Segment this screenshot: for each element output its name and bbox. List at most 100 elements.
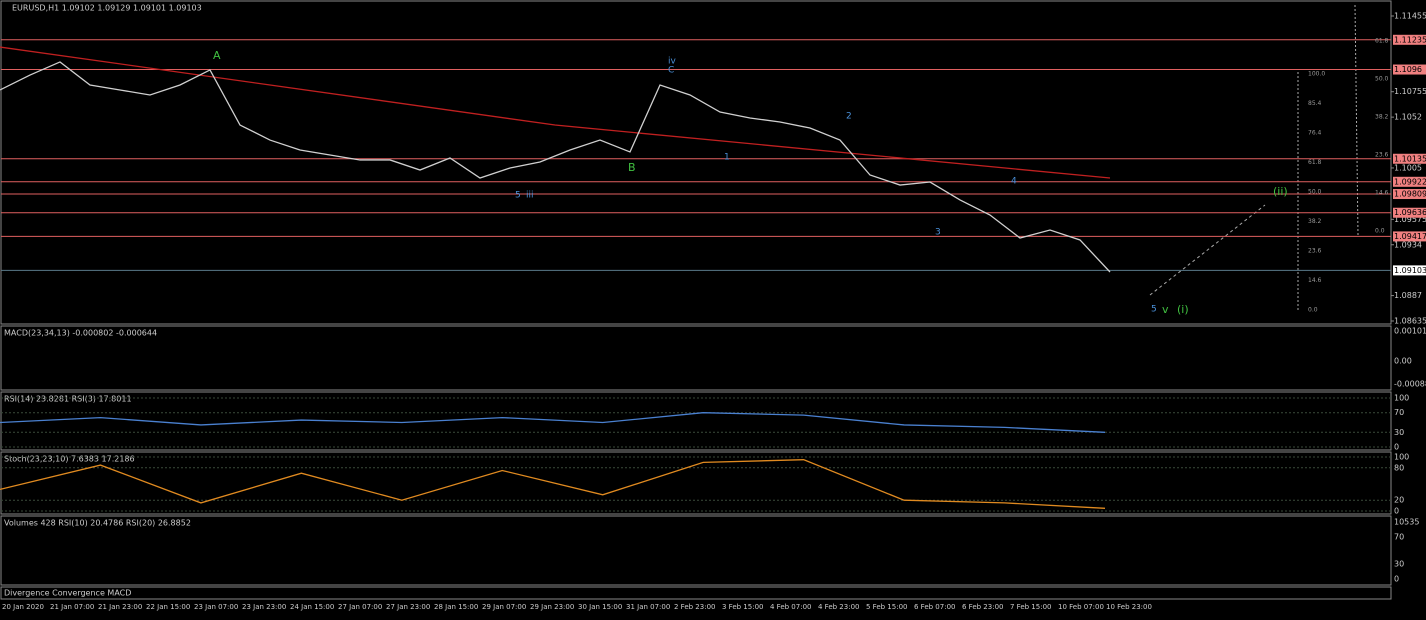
y-tick-label: 1.09575	[1394, 215, 1426, 224]
y-tick-label: 20	[1394, 496, 1404, 505]
rsi-line	[0, 412, 1106, 433]
wave-label: v	[1162, 303, 1169, 316]
x-tick-label: 21 Jan 23:00	[98, 603, 142, 611]
y-tick-label: 1.1052	[1394, 113, 1422, 122]
fib-label: 61.8	[1375, 38, 1389, 45]
volumes-title: Volumes 428 RSI(10) 20.4786 RSI(20) 26.8…	[4, 519, 191, 528]
last-price-label: 1.09103	[1394, 266, 1426, 275]
x-tick-label: 2 Feb 23:00	[674, 603, 715, 611]
level-box	[1393, 231, 1426, 242]
stoch-title: Stoch(23,23,10) 7.6383 17.2186	[4, 455, 135, 464]
vol-axis: 70	[1394, 533, 1404, 542]
x-tick-label: 10 Feb 23:00	[1106, 603, 1152, 611]
stoch-frame	[0, 451, 1392, 515]
x-tick-label: 20 Jan 2020	[2, 603, 44, 611]
y-tick-label: 80	[1394, 463, 1404, 472]
wave-label: 2	[846, 112, 852, 122]
y-tick-label: 1.1005	[1394, 163, 1422, 172]
wave-label: iv	[668, 57, 677, 67]
y-tick-label: 100	[1394, 394, 1409, 403]
macd-axis: 0.00101	[1394, 327, 1426, 336]
divergence-title: Divergence Convergence MACD	[4, 589, 131, 598]
wave-label: 5	[515, 191, 521, 201]
price-line	[0, 61, 1111, 273]
x-tick-label: 31 Jan 07:00	[626, 603, 670, 611]
moving-average	[0, 46, 1111, 179]
vol-axis: 30	[1394, 560, 1404, 569]
y-tick-label: 70	[1394, 408, 1404, 417]
fib-label: 76.4	[1308, 130, 1322, 137]
y-tick-label: 30	[1394, 428, 1404, 437]
divergence-frame	[0, 586, 1392, 600]
y-tick-label: 1.0887	[1394, 291, 1422, 300]
x-tick-label: 29 Jan 23:00	[530, 603, 574, 611]
wave-label: C	[668, 66, 674, 76]
volumes-frame	[0, 515, 1392, 586]
level-box	[1393, 176, 1426, 187]
wave-label: iii	[526, 191, 534, 201]
x-tick-label: 27 Jan 23:00	[386, 603, 430, 611]
wave-label: (i)	[1177, 303, 1189, 316]
last-price-box	[1393, 265, 1426, 276]
wave-label: 4	[1011, 177, 1017, 187]
fib-label: 23.6	[1375, 152, 1389, 159]
x-tick-label: 4 Feb 23:00	[818, 603, 859, 611]
rsi-frame	[0, 391, 1392, 451]
fib-label: 0.0	[1308, 307, 1318, 314]
vol-axis: 0	[1394, 575, 1399, 584]
fib-label: 38.2	[1375, 114, 1389, 121]
x-tick-label: 7 Feb 15:00	[1010, 603, 1051, 611]
x-tick-label: 10 Feb 07:00	[1058, 603, 1104, 611]
macd-axis: 0.00	[1394, 357, 1412, 366]
wave-label: B	[628, 161, 636, 174]
level-label: 1.09417	[1394, 232, 1426, 241]
rsi-title: RSI(14) 23.8281 RSI(3) 17.8011	[4, 395, 132, 404]
level-box	[1393, 153, 1426, 164]
level-label: 1.09809	[1394, 190, 1426, 199]
y-tick-label: 0	[1394, 443, 1399, 452]
level-label: 1.09636	[1394, 208, 1426, 217]
symbol-title: EURUSD,H1 1.09102 1.09129 1.09101 1.0910…	[12, 4, 202, 13]
wave-label: 5	[1151, 305, 1157, 315]
projection	[1149, 204, 1266, 296]
level-box	[1393, 34, 1426, 45]
wave-label: A	[213, 49, 221, 62]
level-box	[1393, 64, 1426, 75]
fib-label: 23.6	[1308, 248, 1322, 255]
x-tick-label: 6 Feb 07:00	[914, 603, 955, 611]
fib-label: 100.0	[1308, 71, 1325, 78]
wave-label: 3	[935, 228, 941, 238]
x-tick-label: 22 Jan 15:00	[146, 603, 190, 611]
fib-label: 61.8	[1308, 159, 1322, 166]
macd-axis: -0.000888	[1394, 380, 1426, 389]
y-tick-label: 1.10755	[1394, 87, 1426, 96]
fib-label: 50.0	[1308, 189, 1322, 196]
x-tick-label: 24 Jan 15:00	[290, 603, 334, 611]
x-tick-label: 29 Jan 07:00	[482, 603, 526, 611]
main-frame	[0, 0, 1392, 325]
macd-frame	[0, 325, 1392, 391]
y-tick-label: 1.0934	[1394, 240, 1422, 249]
fib-label: 38.2	[1308, 218, 1322, 225]
wave-label: 1	[724, 153, 730, 163]
fib-label: 14.6	[1308, 277, 1322, 284]
x-tick-label: 23 Jan 07:00	[194, 603, 238, 611]
y-tick-label: 100	[1394, 453, 1409, 462]
x-tick-label: 3 Feb 15:00	[722, 603, 763, 611]
level-box	[1393, 189, 1426, 200]
level-label: 1.1096	[1394, 65, 1422, 74]
fib-label: 50.0	[1375, 76, 1389, 83]
x-tick-label: 6 Feb 23:00	[962, 603, 1003, 611]
x-tick-label: 5 Feb 15:00	[866, 603, 907, 611]
macd-title: MACD(23,34,13) -0.000802 -0.000644	[4, 329, 157, 338]
y-tick-label: 1.11455	[1394, 12, 1426, 21]
fib-label: 14.6	[1375, 190, 1389, 197]
fib-label: 0.0	[1375, 228, 1385, 235]
level-label: 1.09922	[1394, 177, 1426, 186]
y-tick-label: 1.08635	[1394, 317, 1426, 326]
x-tick-label: 4 Feb 07:00	[770, 603, 811, 611]
level-label: 1.11235	[1394, 35, 1426, 44]
stoch-line	[0, 459, 1106, 509]
level-box	[1393, 207, 1426, 218]
